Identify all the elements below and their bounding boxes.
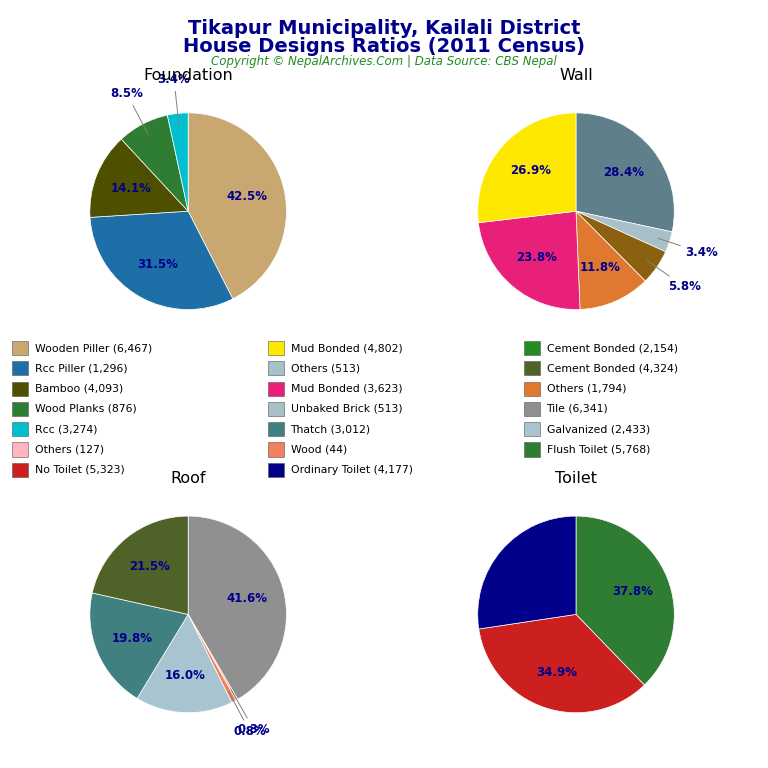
Text: Copyright © NepalArchives.Com | Data Source: CBS Nepal: Copyright © NepalArchives.Com | Data Sou… [211, 55, 557, 68]
Wedge shape [188, 614, 236, 703]
Text: 27.4%: 27.4% [509, 568, 550, 581]
Text: Wooden Piller (6,467): Wooden Piller (6,467) [35, 343, 152, 353]
Wedge shape [576, 211, 645, 310]
Wedge shape [90, 211, 233, 310]
Bar [12, 361, 28, 376]
Bar [12, 442, 28, 457]
Bar [267, 422, 284, 436]
Bar [267, 382, 284, 396]
Bar [267, 463, 284, 477]
Text: Flush Toilet (5,768): Flush Toilet (5,768) [547, 445, 650, 455]
Wedge shape [576, 211, 672, 252]
Wedge shape [478, 113, 576, 223]
Text: 3.4%: 3.4% [157, 73, 190, 125]
Title: Foundation: Foundation [144, 68, 233, 83]
Bar [12, 341, 28, 355]
Bar [524, 442, 541, 457]
Wedge shape [167, 113, 188, 211]
Bar [524, 361, 541, 376]
Text: Unbaked Brick (513): Unbaked Brick (513) [290, 404, 402, 414]
Text: Wood (44): Wood (44) [290, 445, 347, 455]
Text: 5.8%: 5.8% [647, 260, 701, 293]
Text: Cement Bonded (4,324): Cement Bonded (4,324) [547, 363, 677, 373]
Wedge shape [121, 115, 188, 211]
Text: Ordinary Toilet (4,177): Ordinary Toilet (4,177) [290, 465, 412, 475]
Wedge shape [188, 113, 286, 299]
Wedge shape [137, 614, 232, 713]
Text: Galvanized (2,433): Galvanized (2,433) [547, 424, 650, 434]
Text: 3.4%: 3.4% [658, 238, 718, 260]
Text: Mud Bonded (3,623): Mud Bonded (3,623) [290, 384, 402, 394]
Text: Rcc (3,274): Rcc (3,274) [35, 424, 97, 434]
Text: Tile (6,341): Tile (6,341) [547, 404, 608, 414]
Text: Rcc Piller (1,296): Rcc Piller (1,296) [35, 363, 127, 373]
Text: Wood Planks (876): Wood Planks (876) [35, 404, 136, 414]
Bar [12, 422, 28, 436]
Text: No Toilet (5,323): No Toilet (5,323) [35, 465, 124, 475]
Bar [524, 402, 541, 416]
Text: Tikapur Municipality, Kailali District: Tikapur Municipality, Kailali District [187, 19, 581, 38]
Text: 23.8%: 23.8% [516, 251, 557, 264]
Text: 0.3%: 0.3% [231, 690, 270, 737]
Text: 11.8%: 11.8% [580, 260, 621, 273]
Text: 31.5%: 31.5% [137, 257, 178, 270]
Text: Others (513): Others (513) [290, 363, 359, 373]
Text: Mud Bonded (4,802): Mud Bonded (4,802) [290, 343, 402, 353]
Wedge shape [478, 516, 576, 629]
Text: 42.5%: 42.5% [227, 190, 268, 204]
Text: Thatch (3,012): Thatch (3,012) [290, 424, 371, 434]
Text: 19.8%: 19.8% [111, 632, 153, 645]
Bar [12, 463, 28, 477]
Wedge shape [188, 516, 286, 700]
Text: 0.8%: 0.8% [228, 691, 266, 738]
Bar [267, 341, 284, 355]
Wedge shape [576, 211, 666, 281]
Text: House Designs Ratios (2011 Census): House Designs Ratios (2011 Census) [183, 37, 585, 56]
Text: 21.5%: 21.5% [130, 561, 170, 574]
Text: Cement Bonded (2,154): Cement Bonded (2,154) [547, 343, 677, 353]
Text: 8.5%: 8.5% [111, 87, 148, 134]
Bar [267, 361, 284, 376]
Text: Bamboo (4,093): Bamboo (4,093) [35, 384, 123, 394]
Text: Others (1,794): Others (1,794) [547, 384, 626, 394]
Title: Roof: Roof [170, 472, 206, 486]
Wedge shape [478, 614, 644, 713]
Bar [524, 382, 541, 396]
Text: 41.6%: 41.6% [227, 592, 267, 605]
Bar [524, 341, 541, 355]
Text: 26.9%: 26.9% [510, 164, 551, 177]
Wedge shape [92, 516, 188, 614]
Wedge shape [478, 211, 580, 310]
Text: 16.0%: 16.0% [165, 669, 206, 682]
Bar [267, 402, 284, 416]
Title: Toilet: Toilet [555, 472, 597, 486]
Bar [524, 422, 541, 436]
Title: Wall: Wall [559, 68, 593, 83]
Text: 37.8%: 37.8% [612, 585, 653, 598]
Text: 14.1%: 14.1% [111, 182, 152, 195]
Wedge shape [188, 614, 237, 700]
Text: Others (127): Others (127) [35, 445, 104, 455]
Bar [12, 382, 28, 396]
Wedge shape [576, 516, 674, 685]
Wedge shape [90, 139, 188, 217]
Wedge shape [90, 593, 188, 698]
Bar [267, 442, 284, 457]
Wedge shape [576, 113, 674, 232]
Bar [12, 402, 28, 416]
Text: 28.4%: 28.4% [603, 167, 644, 180]
Text: 34.9%: 34.9% [536, 666, 577, 679]
